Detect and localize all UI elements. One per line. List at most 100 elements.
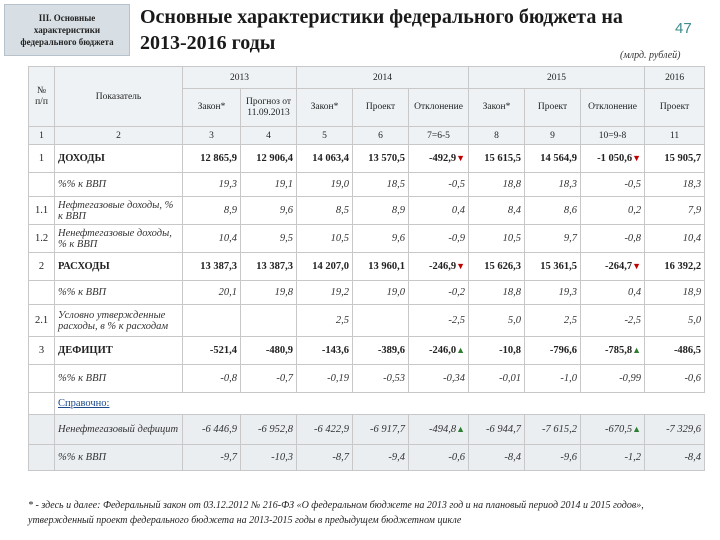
value-text: -264,7 — [605, 261, 633, 272]
value-cell: 16 392,2 — [644, 252, 706, 281]
row-number — [28, 414, 55, 445]
value-text: -10,8 — [499, 345, 522, 356]
value-cell: -785,8▲ — [580, 336, 646, 365]
value-text: -8,7 — [332, 452, 349, 463]
value-text: 20,1 — [218, 287, 237, 298]
value-cell: -0,6 — [407, 444, 470, 471]
value-cell: -480,9 — [240, 336, 297, 365]
value-text: -6 944,7 — [486, 424, 522, 435]
value-text: 2,5 — [335, 315, 349, 326]
header-no: № п/п — [28, 66, 55, 127]
arrow-up-icon: ▲ — [632, 345, 642, 355]
page-title: Основные характеристики федерального бюд… — [140, 6, 623, 54]
value-text: 15 361,5 — [540, 261, 578, 272]
arrow-up-icon: ▲ — [632, 424, 642, 434]
value-text: 18,8 — [502, 287, 522, 298]
value-text: -785,8 — [605, 345, 633, 356]
value-cell: 18,9 — [644, 280, 706, 305]
table-row: 2 РАСХОДЫ 13 387,3 13 387,3 14 207,0 13 960,1… — [28, 252, 706, 281]
arrow-down-icon: ▼ — [632, 261, 642, 271]
value-text: 18,3 — [558, 179, 578, 190]
value-cell: 5,0 — [644, 304, 706, 337]
value-text: -9,6 — [560, 452, 578, 463]
value-cell: -486,5 — [644, 336, 706, 365]
value-cell: 19,3 — [524, 280, 582, 305]
reference-link[interactable]: Справочно: — [58, 398, 110, 409]
value-cell: -10,8 — [468, 336, 526, 365]
value-text: -2,5 — [448, 315, 466, 326]
header-row-years: № п/п Показатель 2013 2014 2015 2016 — [28, 66, 706, 127]
value-cell: 15 615,5 — [468, 144, 526, 173]
value-text: 18,9 — [682, 287, 702, 298]
value-text: -0,8 — [220, 373, 237, 384]
table-row: %% к ВВП 19,3 19,1 19,0 18,5 -0,5 18,8 18,3 -0,5… — [28, 172, 706, 197]
value-text: 2,5 — [563, 315, 578, 326]
row-label: Нефтегазовые доходы, % к ВВП — [54, 196, 183, 225]
value-cell: -796,6 — [524, 336, 582, 365]
value-cell: -389,6 — [352, 336, 409, 365]
value-text: -1,0 — [560, 373, 578, 384]
value-cell: -1,0 — [524, 364, 582, 393]
value-cell: -6 422,9 — [296, 414, 353, 445]
value-text: -2,5 — [624, 315, 642, 326]
value-cell: -8,4 — [468, 444, 526, 471]
value-cell: 15 361,5 — [524, 252, 582, 281]
value-cell: -670,5▲ — [580, 414, 646, 445]
value-cell: 18,8 — [468, 172, 526, 197]
value-text: -10,3 — [271, 452, 293, 463]
value-cell: 10,5 — [296, 224, 353, 253]
table-row: 1.2 Ненефтегазовые доходы, % к ВВП 10,4 9,5… — [28, 224, 706, 253]
table-row: %% к ВВП -9,7 -10,3 -8,7 -9,4 -0,6 -8,4 -9,6 -1,… — [28, 444, 706, 471]
row-label: Справочно: — [53, 392, 705, 415]
value-cell: 9,5 — [240, 224, 297, 253]
value-cell: -0,7 — [240, 364, 297, 393]
value-cell — [240, 304, 297, 337]
header-col-number: 1 — [28, 126, 55, 145]
value-cell: 18,3 — [524, 172, 582, 197]
value-text: 12 865,9 — [200, 153, 237, 164]
value-cell: -521,4 — [182, 336, 241, 365]
value-text: -8,4 — [684, 452, 702, 463]
header-col-number: 11 — [644, 126, 706, 145]
row-label: Условно утвержденные расходы, в % к расх… — [54, 304, 183, 337]
value-cell — [182, 304, 241, 337]
value-cell: -1,2 — [580, 444, 646, 471]
arrow-down-icon: ▼ — [456, 153, 466, 163]
arrow-up-icon: ▲ — [456, 424, 466, 434]
value-text: -0,6 — [448, 452, 466, 463]
value-text: -6 446,9 — [202, 424, 237, 435]
header-year-2016: 2016 — [644, 66, 706, 89]
value-text: -0,6 — [684, 373, 702, 384]
value-text: 19,3 — [558, 287, 578, 298]
value-text: 15 615,5 — [484, 153, 522, 164]
value-cell — [352, 304, 409, 337]
value-cell: 7,9 — [644, 196, 706, 225]
value-cell: 18,3 — [644, 172, 706, 197]
value-text: 19,8 — [274, 287, 293, 298]
value-cell: -0,9 — [407, 224, 470, 253]
header-col-number: 2 — [54, 126, 183, 145]
value-text: -6 422,9 — [314, 424, 349, 435]
value-text: 5,0 — [507, 315, 522, 326]
value-text: -0,19 — [327, 373, 349, 384]
slide-number: 47 — [675, 20, 692, 37]
header-col-label: Проект — [352, 88, 409, 127]
value-text: 13 570,5 — [368, 153, 405, 164]
value-text: 19,2 — [330, 287, 349, 298]
value-cell: 5,0 — [468, 304, 526, 337]
value-text: -9,4 — [388, 452, 405, 463]
value-cell: 18,5 — [352, 172, 409, 197]
value-text: 14 063,4 — [312, 153, 349, 164]
header-col-label: Проект — [644, 88, 706, 127]
value-cell: -0,19 — [296, 364, 353, 393]
value-text: 8,6 — [563, 205, 578, 216]
value-cell: 15 626,3 — [468, 252, 526, 281]
value-text: -0,99 — [619, 373, 642, 384]
value-cell: -492,9▼ — [407, 144, 470, 173]
section-label: III. Основные характеристики федеральног… — [4, 4, 130, 56]
table-row: Ненефтегазовый дефицит -6 446,9 -6 952,8 -6… — [28, 414, 706, 445]
table-row: 1 ДОХОДЫ 12 865,9 12 906,4 14 063,4 13 570,5-… — [28, 144, 706, 173]
value-cell: -0,34 — [407, 364, 470, 393]
value-cell: -1 050,6▼ — [580, 144, 646, 173]
value-text: -246,9 — [428, 261, 457, 272]
